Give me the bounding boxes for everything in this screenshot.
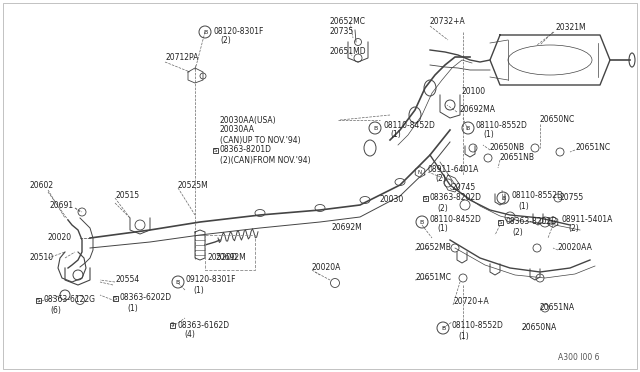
Text: 20732+A: 20732+A <box>430 17 466 26</box>
Text: 08911-6401A: 08911-6401A <box>428 164 479 173</box>
Text: 08110-8452D: 08110-8452D <box>383 121 435 129</box>
Text: N: N <box>551 219 555 224</box>
Text: 08110-8552D: 08110-8552D <box>476 121 528 129</box>
Text: S: S <box>36 298 40 302</box>
Text: 20755: 20755 <box>560 193 584 202</box>
Text: 20510: 20510 <box>30 253 54 263</box>
Text: 20712PA: 20712PA <box>165 54 198 62</box>
Text: (2): (2) <box>568 224 579 234</box>
Text: 20651NC: 20651NC <box>575 144 610 153</box>
Text: 08363-8201D: 08363-8201D <box>220 145 272 154</box>
Text: (2): (2) <box>220 35 231 45</box>
Text: (2): (2) <box>512 228 523 237</box>
Bar <box>422 196 428 201</box>
Text: A300 I00 6: A300 I00 6 <box>559 353 600 362</box>
Text: 20650NB: 20650NB <box>490 144 525 153</box>
Text: 08363-8202D: 08363-8202D <box>430 193 482 202</box>
Text: 20321M: 20321M <box>555 23 586 32</box>
Text: 20650NA: 20650NA <box>522 324 557 333</box>
Text: 08120-8301F: 08120-8301F <box>213 28 264 36</box>
Text: 20692M: 20692M <box>215 253 246 263</box>
Text: B: B <box>203 29 207 35</box>
Text: 08110-8552D: 08110-8552D <box>451 321 503 330</box>
Text: (4): (4) <box>184 330 195 340</box>
Text: 20745: 20745 <box>452 183 476 192</box>
Text: 08363-6122G: 08363-6122G <box>43 295 95 305</box>
Text: (CAN)UP TO NOV.'94): (CAN)UP TO NOV.'94) <box>220 135 301 144</box>
Text: 20720+A: 20720+A <box>453 298 489 307</box>
Text: 20652MB: 20652MB <box>415 244 451 253</box>
Text: B: B <box>501 196 505 201</box>
Text: (1): (1) <box>127 304 138 312</box>
Text: (1): (1) <box>390 131 401 140</box>
Text: 20735: 20735 <box>330 28 355 36</box>
Bar <box>170 323 175 327</box>
Text: S: S <box>499 219 502 224</box>
Text: S: S <box>213 148 217 153</box>
Text: 08110-8552D: 08110-8552D <box>511 192 563 201</box>
Text: 20020A: 20020A <box>312 263 341 273</box>
Text: (1): (1) <box>458 331 468 340</box>
Text: S: S <box>113 295 116 301</box>
Text: (1): (1) <box>193 285 204 295</box>
Text: B: B <box>176 279 180 285</box>
Bar <box>113 295 118 301</box>
Text: 20651MD: 20651MD <box>330 48 367 57</box>
Text: 08363-6202D: 08363-6202D <box>120 294 172 302</box>
Text: (2): (2) <box>437 203 448 212</box>
Text: (1): (1) <box>483 131 493 140</box>
Text: B: B <box>441 326 445 330</box>
Bar <box>212 148 218 153</box>
Text: 08110-8452D: 08110-8452D <box>430 215 482 224</box>
Text: 08363-8202D: 08363-8202D <box>505 218 557 227</box>
Text: 08911-5401A: 08911-5401A <box>561 215 612 224</box>
Text: (2)(CAN)FROM NOV.'94): (2)(CAN)FROM NOV.'94) <box>220 155 310 164</box>
Text: S: S <box>423 196 427 201</box>
Text: (1): (1) <box>518 202 529 211</box>
Text: 20520D: 20520D <box>208 253 238 263</box>
Text: B: B <box>420 219 424 224</box>
Text: 20525M: 20525M <box>178 180 209 189</box>
Text: S: S <box>170 323 173 327</box>
Bar <box>497 219 502 224</box>
Text: 20651NA: 20651NA <box>540 304 575 312</box>
Text: 20020AA: 20020AA <box>558 244 593 253</box>
Text: 20030AA(USA): 20030AA(USA) <box>220 115 276 125</box>
Text: 20691: 20691 <box>50 201 74 209</box>
Text: 20554: 20554 <box>115 276 140 285</box>
Text: B: B <box>466 125 470 131</box>
Text: 20652MC: 20652MC <box>330 17 366 26</box>
Text: 09120-8301F: 09120-8301F <box>186 276 237 285</box>
Text: 20650NC: 20650NC <box>540 115 575 125</box>
Text: N: N <box>418 170 422 174</box>
Text: 20651NB: 20651NB <box>500 154 535 163</box>
Text: (1): (1) <box>437 224 448 234</box>
Text: 20020: 20020 <box>48 234 72 243</box>
Text: 20692MA: 20692MA <box>460 106 496 115</box>
Text: 20030AA: 20030AA <box>220 125 255 135</box>
Text: B: B <box>373 125 377 131</box>
Text: 20651MC: 20651MC <box>415 273 451 282</box>
Bar <box>35 298 40 302</box>
Text: 20602: 20602 <box>30 180 54 189</box>
Text: 20030: 20030 <box>380 196 404 205</box>
Text: 08363-6162D: 08363-6162D <box>177 321 229 330</box>
Text: (6): (6) <box>50 305 61 314</box>
Text: (2): (2) <box>435 174 445 183</box>
Text: 20515: 20515 <box>115 190 139 199</box>
Text: 20100: 20100 <box>462 87 486 96</box>
Text: 20692M: 20692M <box>332 224 363 232</box>
